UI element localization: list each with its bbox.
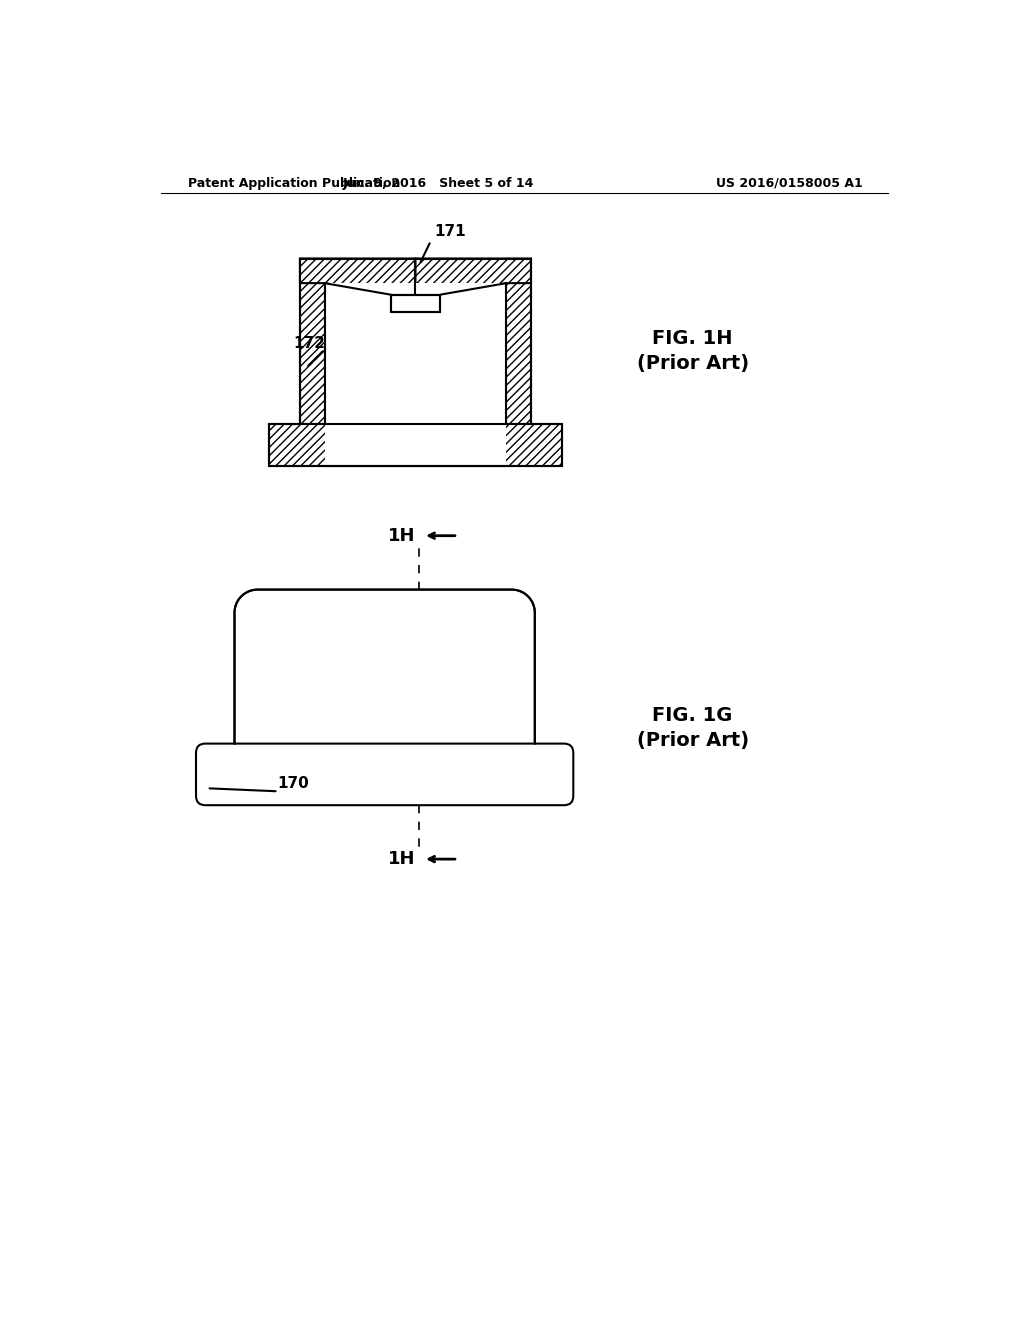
- Text: 171: 171: [435, 224, 466, 239]
- Bar: [325, 284, 506, 424]
- Polygon shape: [300, 259, 416, 294]
- Text: 170: 170: [276, 776, 308, 791]
- Bar: [325, 422, 506, 466]
- Text: US 2016/0158005 A1: US 2016/0158005 A1: [716, 177, 862, 190]
- Bar: [236, 742, 534, 752]
- Bar: [300, 259, 325, 424]
- Text: FIG. 1G
(Prior Art): FIG. 1G (Prior Art): [637, 706, 749, 750]
- Text: FIG. 1H
(Prior Art): FIG. 1H (Prior Art): [637, 329, 749, 374]
- Text: 1H: 1H: [388, 850, 416, 869]
- FancyBboxPatch shape: [196, 743, 573, 805]
- Text: Patent Application Publication: Patent Application Publication: [188, 177, 400, 190]
- PathPatch shape: [234, 590, 535, 743]
- Bar: [506, 259, 531, 424]
- Bar: [269, 424, 562, 466]
- Text: Jun. 9, 2016   Sheet 5 of 14: Jun. 9, 2016 Sheet 5 of 14: [343, 177, 535, 190]
- Bar: [391, 294, 440, 312]
- Text: 1H: 1H: [388, 527, 416, 545]
- Polygon shape: [416, 259, 531, 294]
- Text: 172: 172: [294, 335, 326, 351]
